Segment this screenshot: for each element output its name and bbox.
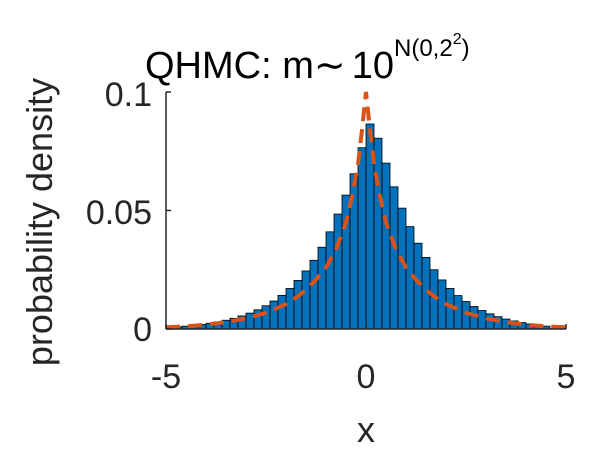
histogram-bar [269, 300, 279, 330]
chart-title: QHMC: m∼ 10N(0,22) [145, 31, 470, 87]
histogram-bar [317, 246, 327, 330]
histogram-bar [413, 242, 423, 330]
x-tick-label-0: 0 [357, 358, 376, 396]
title-base: 10 [352, 45, 394, 87]
histogram-bars [173, 123, 551, 330]
histogram-bar [301, 270, 311, 330]
histogram-bar [285, 288, 295, 330]
y-tick-label-0.05: 0.05 [86, 194, 152, 232]
histogram-bar [341, 194, 351, 330]
density-curve [165, 91, 567, 330]
x-tick-label-5: 5 [557, 358, 576, 396]
title-exponent-square: 2 [453, 31, 462, 48]
x-axis-label: x [357, 409, 375, 450]
histogram-bar [333, 213, 343, 330]
y-axis-label: probability density [19, 78, 60, 366]
y-tick-label-0.1: 0.1 [105, 76, 152, 114]
axis-ticks [165, 91, 567, 330]
x-tick-label-minus5: -5 [151, 358, 181, 396]
histogram-bar [453, 295, 463, 330]
histogram-bar [261, 305, 271, 330]
y-tick-label-0: 0 [133, 311, 152, 349]
title-exponent-tail: ) [462, 35, 470, 62]
histogram-bar [277, 294, 287, 330]
histogram-bar [245, 312, 255, 330]
histogram-bar [325, 231, 335, 330]
histogram-bar [309, 259, 319, 330]
histogram-bar [477, 310, 487, 330]
histogram-bar [357, 147, 367, 330]
title-tilde: ∼ [314, 45, 346, 87]
density-curve-layer [165, 91, 567, 330]
title-exponent-lead: N(0,2 [394, 35, 453, 62]
histogram-bar [389, 186, 399, 330]
title-prefix: QHMC: m [145, 45, 314, 87]
histogram-bar [373, 137, 383, 330]
histogram-bar [293, 280, 303, 330]
histogram-bar [381, 162, 391, 330]
